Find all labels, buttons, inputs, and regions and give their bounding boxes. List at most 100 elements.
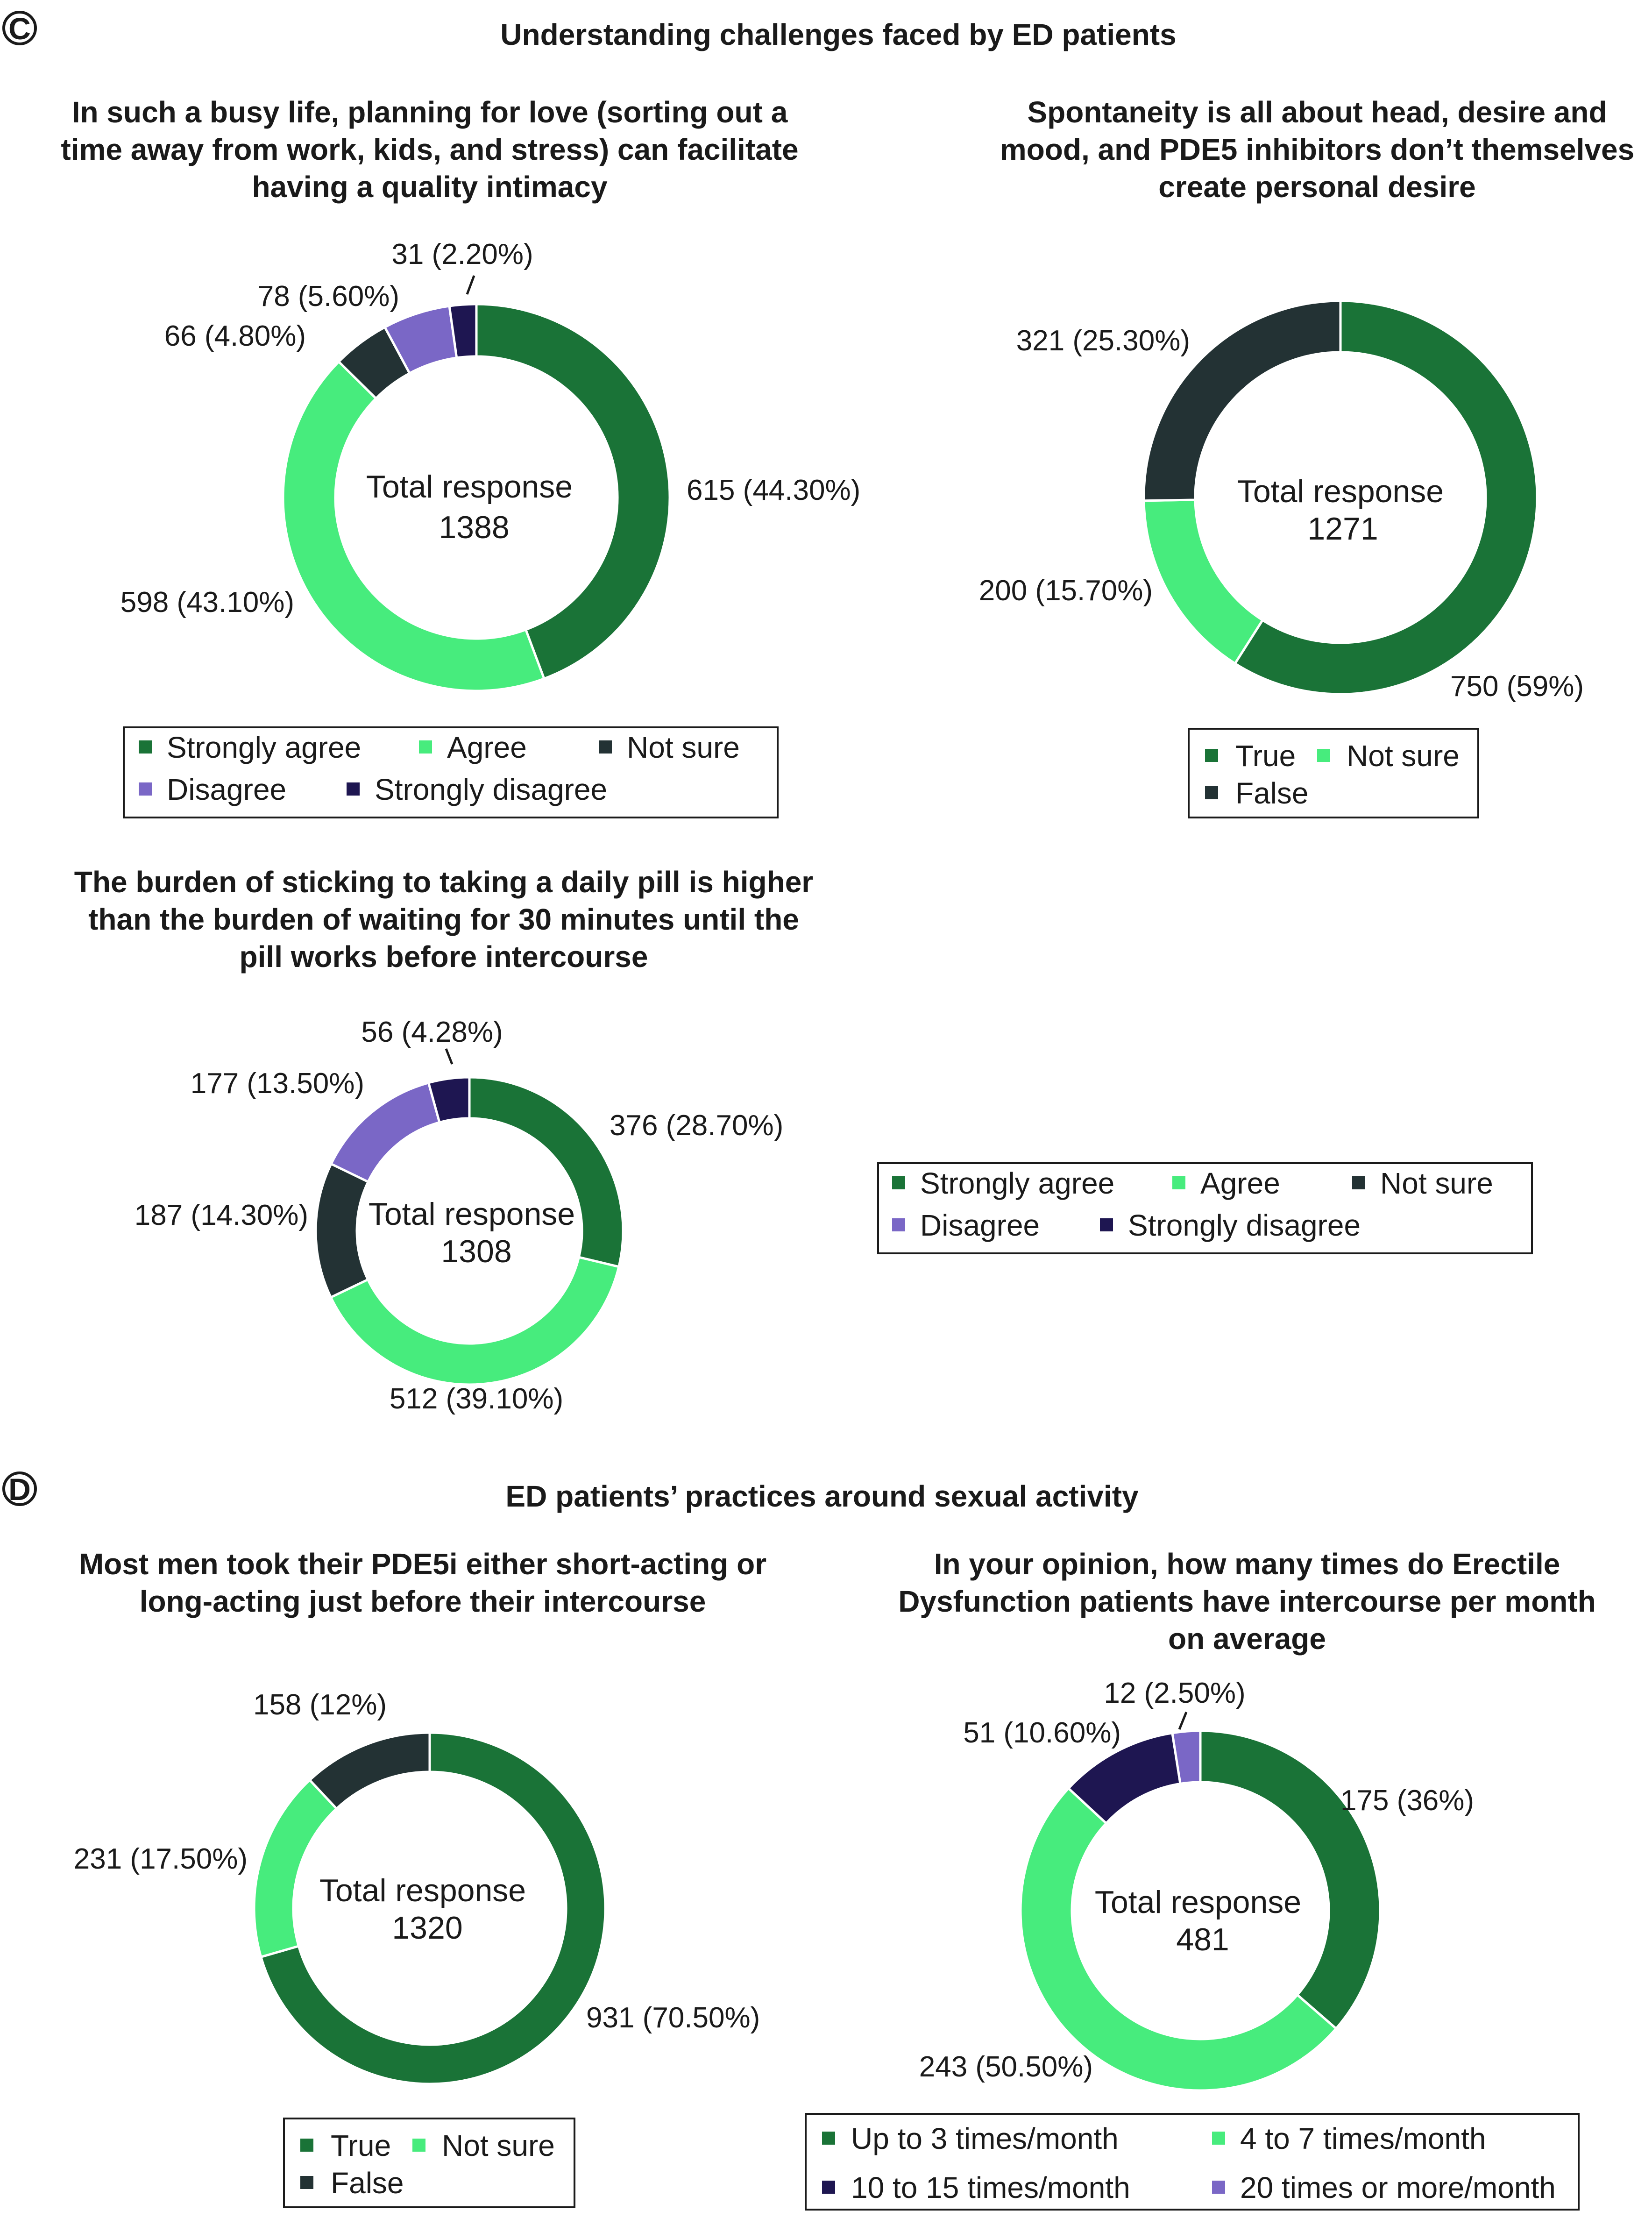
panel-d-letter: D xyxy=(8,1472,31,1507)
center-total-value: 1308 xyxy=(441,1234,511,1269)
slice-label-not-sure: 231 (17.50%) xyxy=(74,1843,248,1875)
center-total-label: Total response xyxy=(1237,474,1444,509)
chart-title-line: The burden of sticking to taking a daily… xyxy=(74,865,813,899)
legend-label-strongly-disagree: Strongly disagree xyxy=(375,773,607,806)
slice-4-to-7-times-month xyxy=(1019,1786,1338,2092)
legend-label-up-to-3: Up to 3 times/month xyxy=(851,2122,1119,2155)
legend-swatch-strongly-agree xyxy=(139,740,152,754)
chart-title-line: Most men took their PDE5i either short-a… xyxy=(79,1547,766,1581)
legend-label-agree: Agree xyxy=(447,731,527,764)
panel-c-title: Understanding challenges faced by ED pat… xyxy=(500,18,1176,51)
legend-swatch-disagree xyxy=(139,782,152,796)
legend-swatch-not-sure xyxy=(599,740,612,754)
center-total-value: 1388 xyxy=(439,510,509,545)
legend-label-not-sure: Not sure xyxy=(442,2129,555,2162)
legend-swatch-strongly-agree xyxy=(892,1176,905,1189)
legend-label-agree: Agree xyxy=(1200,1166,1280,1200)
slice-label-20-or-more: 12 (2.50%) xyxy=(1104,1677,1245,1709)
slice-label-strongly-disagree: 31 (2.20%) xyxy=(391,238,533,270)
chart-title-line: In such a busy life, planning for love (… xyxy=(72,95,788,129)
legend-swatch-agree xyxy=(1172,1176,1185,1189)
slice-label-true: 750 (59%) xyxy=(1450,670,1584,703)
legend-label-10-to-15: 10 to 15 times/month xyxy=(851,2171,1130,2204)
legend-label-strongly-agree: Strongly agree xyxy=(167,731,361,764)
donut-ring xyxy=(253,1731,607,2085)
panel-c-marker: C xyxy=(2,11,37,46)
legend-label-strongly-agree: Strongly agree xyxy=(920,1166,1114,1200)
slice-strongly-agree xyxy=(468,1076,624,1268)
chart-title-line: pill works before intercourse xyxy=(240,940,648,974)
legend-swatch-4-to-7 xyxy=(1212,2132,1225,2145)
legend-label-true: True xyxy=(331,2129,391,2162)
chart-title-line: on average xyxy=(1168,1622,1326,1656)
center-total-value: 1271 xyxy=(1307,511,1378,547)
legend-swatch-disagree xyxy=(892,1218,905,1231)
leader-line xyxy=(1178,1712,1188,1730)
legend-label-20-or-more: 20 times or more/month xyxy=(1240,2171,1556,2204)
leader-line xyxy=(445,1048,454,1065)
legend-swatch-not-sure xyxy=(1352,1176,1365,1189)
legend-label-disagree: Disagree xyxy=(167,773,286,806)
legend-swatch-agree xyxy=(419,740,432,754)
chart-title-line: In your opinion, how many times do Erect… xyxy=(934,1547,1560,1581)
slice-label-10-to-15: 51 (10.60%) xyxy=(963,1717,1121,1749)
panel-d-marker: D xyxy=(2,1472,37,1507)
legend-label-4-to-7: 4 to 7 times/month xyxy=(1240,2122,1486,2155)
chart-intercourse-frequency: In your opinion, how many times do Erect… xyxy=(805,1547,1596,2211)
legend-label-disagree: Disagree xyxy=(920,1209,1040,1242)
legend-label-not-sure: Not sure xyxy=(1347,739,1460,773)
slice-strongly-disagree xyxy=(427,1076,471,1124)
slice-label-agree: 512 (39.10%) xyxy=(390,1383,563,1415)
chart-title-line: Dysfunction patients have intercourse pe… xyxy=(898,1585,1596,1618)
donut-ring xyxy=(314,1076,624,1386)
legend-label-true: True xyxy=(1235,739,1296,773)
chart-pde5i-timing: Most men took their PDE5i either short-a… xyxy=(74,1547,766,2208)
center-total-label: Total response xyxy=(319,1873,526,1908)
panel-d-title: ED patients’ practices around sexual act… xyxy=(505,1479,1139,1513)
legend-swatch-not-sure xyxy=(1317,749,1330,762)
donut-ring xyxy=(1019,1729,1382,2092)
chart-title-line: than the burden of waiting for 30 minute… xyxy=(88,903,799,936)
legend-frame xyxy=(1188,728,1479,818)
legend-swatch-up-to-3 xyxy=(822,2132,835,2145)
panel-c-letter: C xyxy=(8,11,31,46)
legend-label-false: False xyxy=(1235,776,1309,810)
slice-strongly-agree xyxy=(475,303,671,681)
chart-spontaneity: Spontaneity is all about head, desire an… xyxy=(979,95,1634,818)
slice-not-sure xyxy=(314,1162,370,1299)
center-total-label: Total response xyxy=(1095,1884,1301,1920)
legend-frame xyxy=(877,1162,1533,1254)
slice-not-sure xyxy=(253,1778,339,1959)
center-total-label: Total response xyxy=(369,1196,575,1232)
slice-agree xyxy=(282,360,546,692)
legend-frame xyxy=(123,726,779,818)
leader-line xyxy=(466,275,475,295)
slice-label-false: 158 (12%) xyxy=(253,1689,387,1721)
legend-swatch-strongly-disagree xyxy=(347,782,360,796)
chart-title-line: time away from work, kids, and stress) c… xyxy=(61,133,798,166)
chart-title-line: long-acting just before their intercours… xyxy=(140,1585,706,1618)
slice-label-disagree: 177 (13.50%) xyxy=(191,1067,364,1100)
slice-true xyxy=(1233,299,1539,696)
legend: Strongly agree Agree Not sure Disagree S… xyxy=(877,1162,1533,1254)
legend-swatch-false xyxy=(300,2176,313,2189)
legend-swatch-20-or-more xyxy=(1212,2181,1225,2194)
slice-label-disagree: 78 (5.60%) xyxy=(258,280,399,313)
slice-label-not-sure: 200 (15.70%) xyxy=(979,575,1153,607)
chart-title-line: having a quality intimacy xyxy=(252,170,608,204)
chart-title-line: mood, and PDE5 inhibitors don’t themselv… xyxy=(1000,133,1634,166)
legend: Strongly agree Agree Not sure Disagree S… xyxy=(123,726,779,818)
slice-false xyxy=(1142,299,1342,502)
slice-true xyxy=(259,1731,607,2085)
slice-label-true: 931 (70.50%) xyxy=(586,2002,760,2034)
slice-not-sure xyxy=(1142,498,1264,665)
slice-label-not-sure: 66 (4.80%) xyxy=(164,320,306,352)
slice-label-false: 321 (25.30%) xyxy=(1016,325,1190,357)
legend-swatch-true xyxy=(300,2139,313,2152)
chart-daily-pill-burden: The burden of sticking to taking a daily… xyxy=(74,865,1533,1415)
legend-label-not-sure: Not sure xyxy=(627,731,740,764)
slice-label-up-to-3: 175 (36%) xyxy=(1340,1784,1474,1817)
legend-label-strongly-disagree: Strongly disagree xyxy=(1128,1209,1361,1242)
slice-false xyxy=(308,1731,431,1811)
